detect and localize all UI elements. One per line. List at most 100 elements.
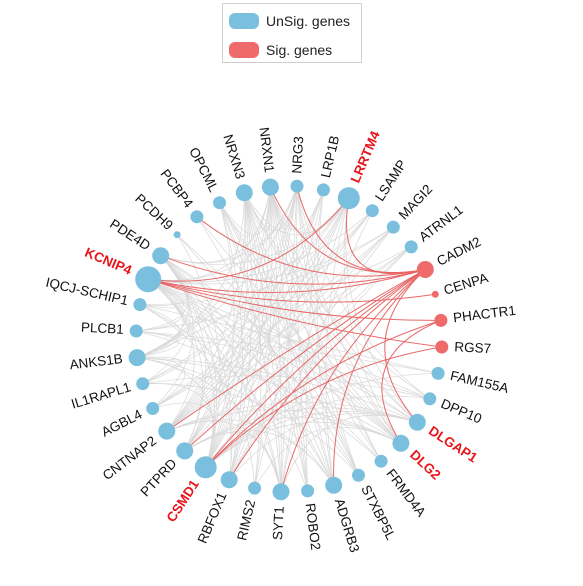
gene-node-magi2[interactable] — [386, 220, 400, 234]
gene-node-opcml[interactable] — [213, 196, 226, 210]
gene-label-cadm2: CADM2 — [434, 234, 483, 269]
gene-node-dpp10[interactable] — [423, 392, 437, 406]
gene-node-lsamp[interactable] — [365, 204, 379, 218]
sig-edge — [166, 269, 426, 432]
gene-node-rbfox1[interactable] — [220, 471, 238, 489]
gene-label-syt1: SYT1 — [270, 506, 287, 541]
gene-node-cenpa[interactable] — [431, 290, 439, 298]
gene-node-csmd1[interactable] — [194, 456, 217, 479]
sig-edges — [148, 186, 442, 492]
gene-node-syt1[interactable] — [272, 483, 290, 501]
gray-edge — [296, 186, 308, 491]
legend-label-unsig: UnSig. genes — [266, 13, 351, 29]
gray-edge — [243, 192, 308, 491]
sig-edge — [205, 269, 426, 468]
gene-nodes — [128, 178, 449, 501]
gray-edge — [136, 197, 350, 358]
sig-edge — [196, 216, 426, 277]
gene-label-lsamp: LSAMP — [372, 157, 410, 204]
gene-node-nrxn1[interactable] — [261, 178, 279, 196]
gene-node-plcb1[interactable] — [129, 324, 143, 338]
gene-label-agbl4: AGBL4 — [99, 406, 145, 439]
gene-label-dpp10: DPP10 — [439, 396, 484, 427]
sig-edge — [228, 269, 426, 481]
gene-node-pde4d[interactable] — [152, 247, 170, 265]
gene-label-cenpa: CENPA — [442, 270, 490, 298]
gene-node-phactr1[interactable] — [434, 313, 448, 327]
gray-edge — [136, 330, 430, 400]
gene-label-adgrb3: ADGRB3 — [332, 497, 363, 554]
gene-label-pde4d: PDE4D — [107, 216, 153, 253]
gray-edge — [176, 234, 402, 444]
gene-node-lrp1b[interactable] — [316, 183, 330, 197]
gene-node-anks1b[interactable] — [128, 349, 146, 367]
gene-node-frmd4a[interactable] — [374, 454, 388, 468]
gene-label-lrrtm4: LRRTM4 — [348, 128, 383, 185]
gene-node-lrrtm4[interactable] — [337, 187, 360, 210]
gray-edge — [166, 192, 246, 432]
gray-edge — [243, 192, 262, 489]
sig-edge — [269, 186, 426, 274]
gene-node-dlg2[interactable] — [392, 434, 410, 452]
sig-edge — [148, 278, 436, 303]
gray-edge — [296, 186, 402, 444]
gene-node-adgrb3[interactable] — [325, 476, 343, 494]
gene-node-agbl4[interactable] — [146, 402, 160, 415]
gray-edge — [243, 186, 298, 231]
gray-edge — [270, 186, 402, 444]
gene-label-dlg2: DLG2 — [407, 447, 444, 483]
gray-edge — [136, 330, 439, 374]
legend-item-sig[interactable]: Sig. genes — [229, 40, 332, 60]
gene-node-ptprd[interactable] — [176, 442, 194, 460]
gene-node-fam155a[interactable] — [431, 366, 445, 380]
gene-node-nrxn3[interactable] — [235, 184, 253, 202]
gene-node-rims2[interactable] — [248, 481, 262, 495]
gray-edge — [176, 234, 359, 476]
sig-edge — [184, 269, 426, 452]
gray-edge — [152, 255, 194, 409]
gene-label-ptprd: PTPRD — [137, 456, 179, 500]
gene-node-robo2[interactable] — [301, 484, 315, 498]
gray-edge — [152, 210, 373, 409]
gray-edge — [136, 304, 181, 358]
gene-label-fam155a: FAM155A — [449, 368, 510, 396]
gray-edge — [160, 255, 402, 444]
gene-node-rgs7[interactable] — [435, 340, 449, 354]
gene-node-pcdh9[interactable] — [173, 231, 181, 239]
gene-node-stxbp5l[interactable] — [352, 468, 365, 482]
gene-node-dlgap1[interactable] — [408, 413, 426, 431]
gene-label-rbfox1: RBFOX1 — [195, 490, 230, 546]
gray-edge — [166, 189, 324, 432]
gene-label-lrp1b: LRP1B — [318, 134, 342, 179]
gene-node-il1rapl1[interactable] — [136, 377, 150, 391]
gray-edge — [160, 255, 233, 480]
gene-label-nrxn3: NRXN3 — [220, 133, 248, 181]
sig-edge — [205, 319, 442, 468]
gene-label-phactr1: PHACTR1 — [452, 303, 516, 326]
gene-node-cadm2[interactable] — [416, 261, 434, 278]
gray-edge — [136, 255, 189, 332]
gene-label-magi2: MAGI2 — [396, 182, 436, 223]
gray-edge — [205, 202, 235, 468]
gray-edge — [142, 375, 430, 400]
gray-edge — [152, 226, 394, 409]
sig-edge — [148, 197, 350, 282]
gene-label-anks1b: ANKS1B — [69, 351, 124, 372]
gene-label-frmd4a: FRMD4A — [383, 466, 428, 519]
gene-node-kcnip4[interactable] — [135, 266, 162, 293]
gray-edge — [205, 410, 418, 468]
gene-node-cntnap2[interactable] — [158, 422, 176, 440]
legend-item-unsig[interactable]: UnSig. genes — [229, 11, 350, 31]
gray-edge — [147, 278, 195, 432]
gene-node-nrg3[interactable] — [290, 179, 304, 193]
gene-node-atrnl1[interactable] — [404, 240, 418, 254]
sig-edge — [205, 346, 442, 468]
gene-node-iqcj-schip1[interactable] — [133, 298, 147, 312]
gray-edge — [280, 210, 373, 492]
gray-edge — [137, 357, 186, 409]
gray-edge — [136, 192, 245, 358]
gray-edge — [139, 304, 255, 489]
gray-edge — [305, 189, 324, 491]
gene-node-pcbp4[interactable] — [190, 210, 204, 224]
